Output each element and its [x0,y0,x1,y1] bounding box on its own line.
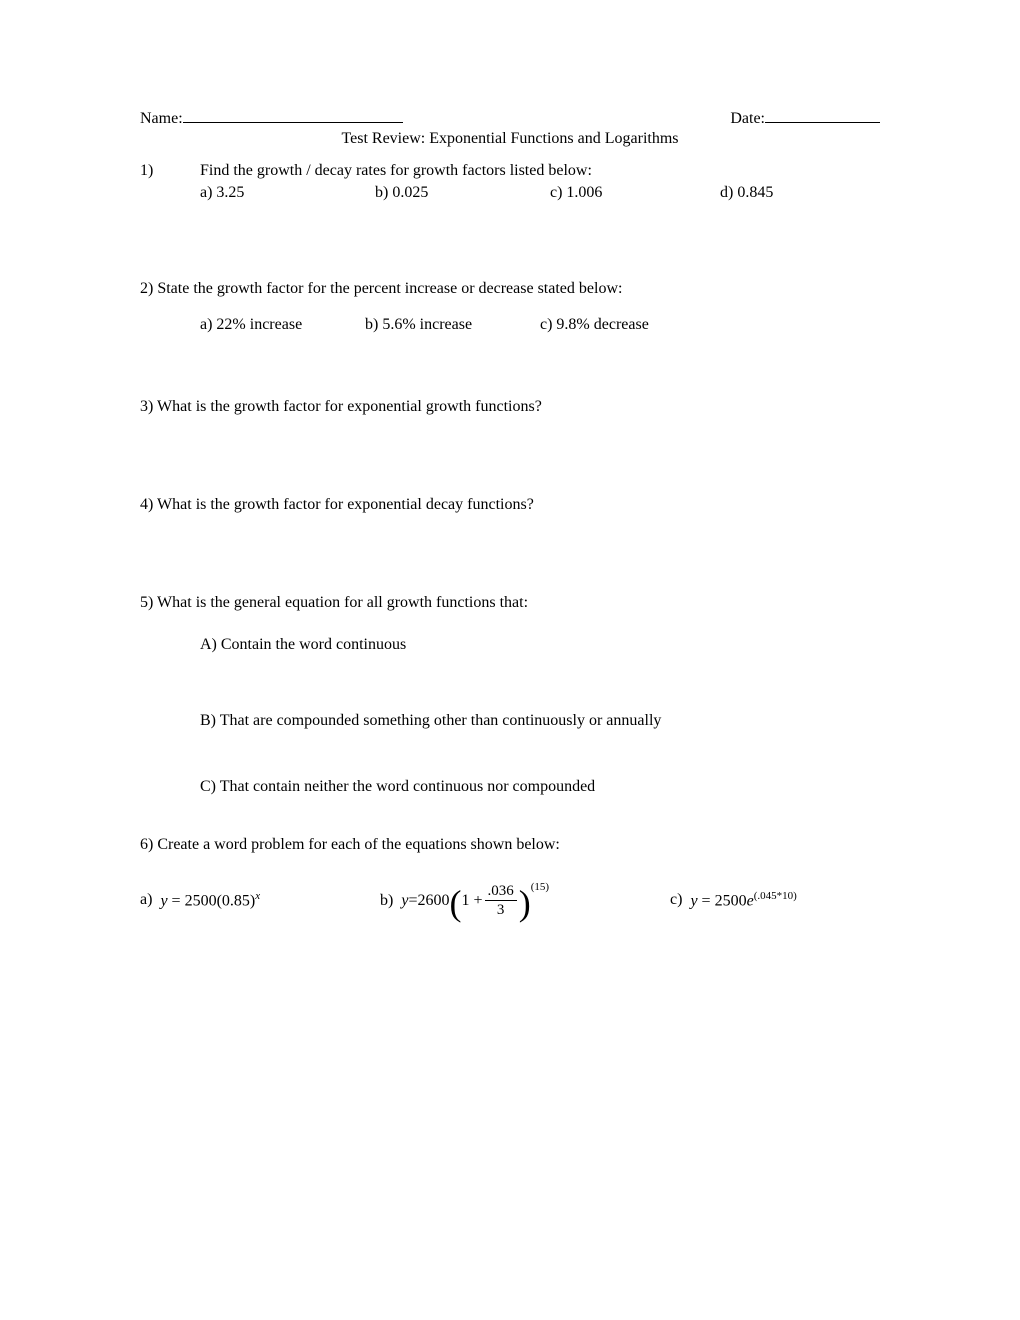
q5-sub-b: B) That are compounded something other t… [140,712,880,730]
eq-b-math: y = 2600(1 + .0363)(15) [401,882,549,919]
q2-option-a: a) 22% increase [200,316,365,334]
q1-text: Find the growth / decay rates for growth… [200,162,592,180]
q2-option-b: b) 5.6% increase [365,316,540,334]
date-section: Date: [730,110,880,128]
date-blank[interactable] [765,122,880,123]
equation-a: a) y = 2500(0.85)x [140,890,380,910]
q1-number: 1) [140,162,200,180]
equation-b: b) y = 2600(1 + .0363)(15) [380,882,670,919]
eq-a-label: a) [140,891,152,909]
date-label: Date: [730,110,765,128]
q1-option-d: d) 0.845 [720,184,773,202]
q2-option-c: c) 9.8% decrease [540,316,649,334]
q1-option-b: b) 0.025 [375,184,550,202]
q2-options: a) 22% increase b) 5.6% increase c) 9.8%… [140,316,880,334]
question-2: 2) State the growth factor for the perce… [140,280,880,298]
q5-sub-a: A) Contain the word continuous [140,636,880,654]
page-title: Test Review: Exponential Functions and L… [140,130,880,148]
header-row: Name: Date: [140,110,880,128]
name-section: Name: [140,110,403,128]
q1-option-a: a) 3.25 [200,184,375,202]
question-1: 1) Find the growth / decay rates for gro… [140,162,880,180]
question-5: 5) What is the general equation for all … [140,594,880,612]
equation-c: c) y = 2500e(.045*10) [670,890,797,910]
name-label: Name: [140,110,183,128]
eq-a-math: y = 2500(0.85)x [160,890,260,910]
eq-b-label: b) [380,892,393,910]
q1-option-c: c) 1.006 [550,184,720,202]
question-3: 3) What is the growth factor for exponen… [140,398,880,416]
question-4: 4) What is the growth factor for exponen… [140,496,880,514]
q5-sub-c: C) That contain neither the word continu… [140,778,880,796]
name-blank[interactable] [183,122,403,123]
question-6: 6) Create a word problem for each of the… [140,836,880,854]
eq-c-label: c) [670,891,682,909]
q1-options: a) 3.25 b) 0.025 c) 1.006 d) 0.845 [140,184,880,202]
q6-equations: a) y = 2500(0.85)x b) y = 2600(1 + .0363… [140,882,880,919]
eq-c-math: y = 2500e(.045*10) [690,890,796,910]
